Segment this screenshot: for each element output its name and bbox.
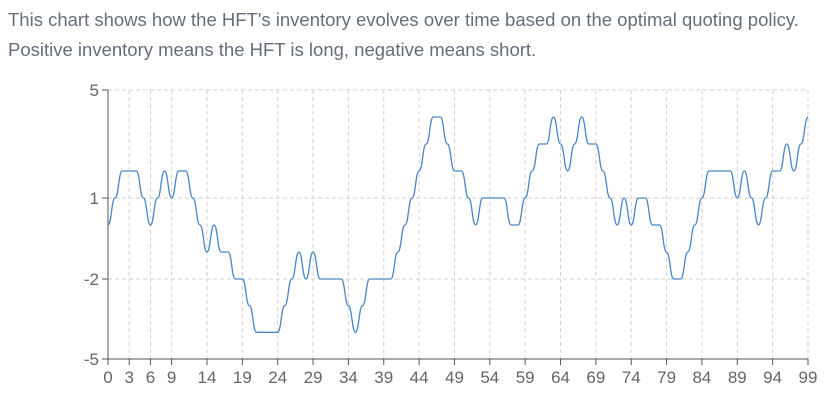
x-tick-label: 6 xyxy=(146,368,155,387)
y-tick-label: 1 xyxy=(90,189,99,208)
chart-axes xyxy=(102,89,809,365)
x-axis-labels: 0 3 6 9 14 19 24 29 34 39 44 49 54 59 64 69 74 79 84 89 94 99 xyxy=(103,368,817,387)
y-tick-label: -5 xyxy=(84,350,99,369)
x-tick-label: 64 xyxy=(551,368,570,387)
x-tick-label: 54 xyxy=(480,368,499,387)
inventory-series-line xyxy=(107,116,809,333)
y-tick-label: 5 xyxy=(90,81,99,100)
x-tick-label: 89 xyxy=(728,368,747,387)
x-tick-label: 59 xyxy=(516,368,535,387)
x-tick-label: 0 xyxy=(103,368,112,387)
x-tick-label: 9 xyxy=(167,368,176,387)
y-axis-labels: 5 1 -2 -5 xyxy=(84,81,99,369)
x-tick-label: 34 xyxy=(339,368,358,387)
chart-series xyxy=(107,116,809,333)
x-tick-label: 14 xyxy=(198,368,217,387)
chart-description: This chart shows how the HFT's inventory… xyxy=(8,9,799,60)
x-tick-label: 39 xyxy=(374,368,393,387)
x-tick-label: 74 xyxy=(622,368,641,387)
x-tick-label: 49 xyxy=(445,368,464,387)
x-tick-label: 69 xyxy=(586,368,605,387)
x-tick-label: 24 xyxy=(268,368,287,387)
x-tick-label: 29 xyxy=(304,368,323,387)
x-tick-label: 19 xyxy=(233,368,252,387)
x-tick-label: 44 xyxy=(410,368,429,387)
x-tick-label: 94 xyxy=(763,368,782,387)
chart-grid xyxy=(107,89,809,360)
x-tick-label: 79 xyxy=(657,368,676,387)
x-tick-label: 99 xyxy=(799,368,818,387)
x-tick-label: 3 xyxy=(124,368,133,387)
y-tick-label: -2 xyxy=(84,270,99,289)
x-tick-label: 84 xyxy=(692,368,711,387)
